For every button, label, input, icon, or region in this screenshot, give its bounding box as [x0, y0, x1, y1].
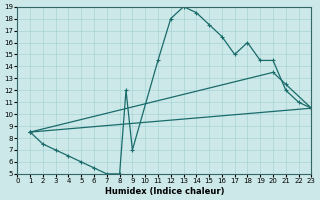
X-axis label: Humidex (Indice chaleur): Humidex (Indice chaleur) — [105, 187, 224, 196]
